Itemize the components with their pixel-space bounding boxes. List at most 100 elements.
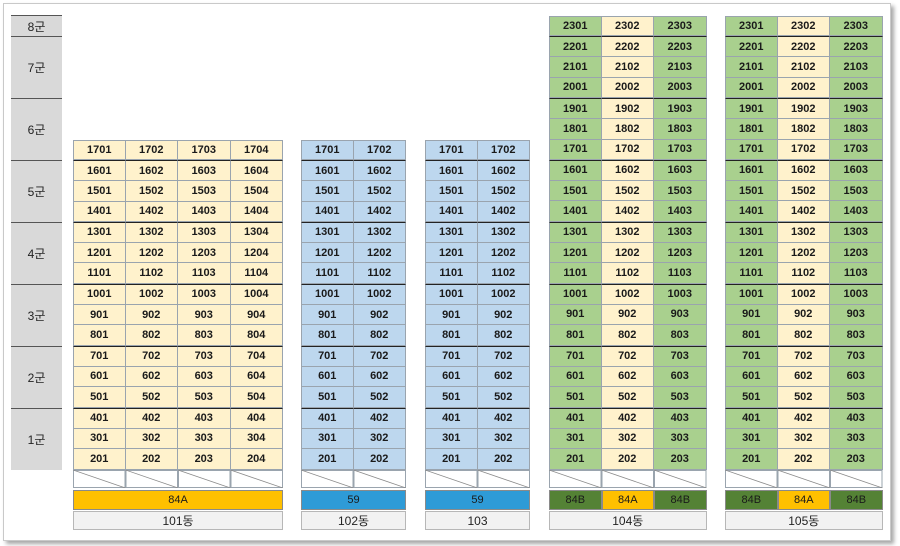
unit-cell: 502 <box>477 387 530 408</box>
unit-cell: 1801 <box>725 118 778 140</box>
unit-cell: 2303 <box>654 15 707 37</box>
unit-cell: 603 <box>178 366 231 388</box>
unit-cell: 1702 <box>477 139 530 161</box>
unit-cell: 901 <box>73 304 126 326</box>
unit-cell: 2101 <box>549 56 602 78</box>
unit-cell: 601 <box>425 366 478 388</box>
unit-cell: 1504 <box>230 180 283 202</box>
unit-cell: 1701 <box>725 139 778 161</box>
unit-cell: 1304 <box>230 222 283 243</box>
unit-cell: 1201 <box>301 242 354 264</box>
unit-cell: 903 <box>830 304 883 326</box>
unit-cell: 2301 <box>725 15 778 37</box>
unit-cell: 802 <box>477 325 530 346</box>
unit-cell: 803 <box>178 325 231 346</box>
unit-cell: 1701 <box>549 139 602 161</box>
unit-type-label: 84A <box>777 490 830 510</box>
unit-cell: 1103 <box>830 263 883 285</box>
unit-cell: 1502 <box>601 180 654 202</box>
unit-cell: 302 <box>353 428 406 450</box>
unit-cell: 1003 <box>830 284 883 305</box>
unit-cell: 201 <box>425 449 478 470</box>
unit-cell: 1601 <box>73 160 126 181</box>
unit-cell: 202 <box>125 449 178 470</box>
unit-cell: 1501 <box>725 180 778 202</box>
unit-cell: 904 <box>230 304 283 326</box>
unit-cell: 1602 <box>125 160 178 181</box>
unit-cell: 1903 <box>830 98 883 119</box>
unit-cell: 901 <box>549 304 602 326</box>
empty-floor-row <box>549 470 707 488</box>
unit-cell: 1602 <box>353 160 406 181</box>
unit-cell: 701 <box>73 346 126 367</box>
unit-cell: 303 <box>178 428 231 450</box>
unit-cell: 1102 <box>777 263 830 285</box>
unit-cell: 2302 <box>601 15 654 37</box>
unit-cell: 1401 <box>73 201 126 223</box>
unit-cell: 1402 <box>477 201 530 223</box>
unit-cell: 1003 <box>654 284 707 305</box>
unit-cell: 1102 <box>601 263 654 285</box>
unit-cell: 2102 <box>777 56 830 78</box>
unit-type-label: 84B <box>654 490 707 510</box>
unit-cell: 301 <box>301 428 354 450</box>
unit-cell: 1703 <box>830 139 883 161</box>
empty-floor-row <box>425 470 530 488</box>
unit-cell: 402 <box>777 407 830 429</box>
unit-cell: 802 <box>125 325 178 346</box>
unit-cell: 1501 <box>301 180 354 202</box>
floor-group-label: 1군 <box>11 408 62 470</box>
unit-cell: 2203 <box>830 36 883 57</box>
unit-cell: 1902 <box>601 98 654 119</box>
unit-cell: 202 <box>777 449 830 470</box>
unit-type-label: 59 <box>301 490 406 510</box>
unit-cell: 1101 <box>73 263 126 285</box>
unit-cell: 203 <box>178 449 231 470</box>
unit-cell: 1004 <box>230 284 283 305</box>
unit-type-label: 84B <box>725 490 778 510</box>
empty-floor-row <box>301 470 406 488</box>
unit-cell: 1803 <box>654 118 707 140</box>
unit-cell: 802 <box>601 325 654 346</box>
unit-cell: 2103 <box>654 56 707 78</box>
unit-cell: 804 <box>230 325 283 346</box>
unit-cell: 501 <box>549 387 602 408</box>
unit-cell: 204 <box>230 449 283 470</box>
unit-cell: 1302 <box>777 222 830 243</box>
unit-cell: 801 <box>549 325 602 346</box>
unit-grid: 2301 2302 2303 2201 2202 2203 2101 2102 2103 2001… <box>549 15 707 470</box>
unit-cell: 2002 <box>601 77 654 99</box>
unit-cell: 303 <box>654 428 707 450</box>
unit-cell: 401 <box>425 407 478 429</box>
unit-cell: 703 <box>830 345 883 367</box>
floor-group-label: 6군 <box>11 98 62 160</box>
unit-cell: 2102 <box>601 56 654 78</box>
unit-cell: 1602 <box>601 160 654 181</box>
unit-cell: 1901 <box>725 98 778 119</box>
unit-cell: 702 <box>125 346 178 367</box>
unit-cell: 901 <box>725 304 778 326</box>
empty-floor-row <box>73 470 283 488</box>
unit-cell: 504 <box>230 387 283 408</box>
building-name: 103 <box>425 511 530 530</box>
building-name: 101동 <box>73 511 283 530</box>
unit-cell: 1002 <box>601 284 654 305</box>
unit-cell: 502 <box>353 387 406 408</box>
floor-group-label: 5군 <box>11 160 62 222</box>
unit-cell: 501 <box>425 387 478 408</box>
unit-cell: 1401 <box>549 201 602 223</box>
unit-cell: 803 <box>654 325 707 346</box>
unit-cell: 501 <box>301 387 354 408</box>
unit-cell: 201 <box>301 449 354 470</box>
unit-cell: 302 <box>477 428 530 450</box>
unit-cell: 502 <box>125 387 178 408</box>
unit-cell: 1301 <box>425 222 478 243</box>
unit-cell: 401 <box>725 407 778 429</box>
unit-cell: 1703 <box>654 139 707 161</box>
unit-cell: 802 <box>777 325 830 346</box>
unit-cell: 503 <box>830 387 883 408</box>
unit-cell: 901 <box>301 304 354 326</box>
unit-cell: 1202 <box>477 242 530 264</box>
unit-cell: 1402 <box>601 201 654 223</box>
unit-cell: 1303 <box>178 222 231 243</box>
